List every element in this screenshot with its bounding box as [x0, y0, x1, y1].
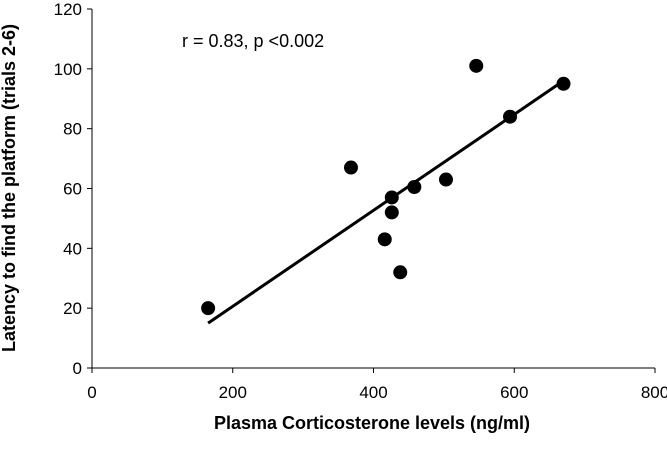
y-tick-label: 120 — [54, 0, 82, 19]
data-point — [407, 180, 422, 195]
data-point — [377, 232, 392, 247]
data-point — [393, 265, 408, 280]
x-axis-title: Plasma Corticosterone levels (ng/ml) — [214, 413, 530, 433]
data-point — [438, 172, 453, 187]
x-tick-label: 0 — [87, 383, 96, 402]
y-tick-label: 60 — [63, 180, 82, 199]
data-point — [201, 301, 216, 316]
y-tick-label: 80 — [63, 120, 82, 139]
correlation-annotation: r = 0.83, p <0.002 — [182, 31, 324, 51]
y-axis-title: Latency to find the platform (trials 2-6… — [0, 24, 19, 352]
data-point — [384, 205, 399, 220]
data-point — [343, 160, 358, 175]
data-point — [556, 76, 571, 91]
axes: 0 20 40 60 80 100 120 0 200 400 600 800 — [54, 0, 667, 402]
x-tick-label: 400 — [359, 383, 387, 402]
y-tick-label: 0 — [73, 359, 82, 378]
trendline-group — [207, 79, 565, 325]
y-tick-label: 20 — [63, 299, 82, 318]
data-points — [201, 58, 571, 316]
y-tick-label: 40 — [63, 239, 82, 258]
x-tick-label: 200 — [219, 383, 247, 402]
x-tick-label: 800 — [641, 383, 667, 402]
trendline — [207, 79, 565, 325]
x-tick-label: 600 — [500, 383, 528, 402]
data-point — [469, 58, 484, 73]
data-point — [503, 109, 518, 124]
y-tick-label: 100 — [54, 60, 82, 79]
data-point — [384, 190, 399, 205]
